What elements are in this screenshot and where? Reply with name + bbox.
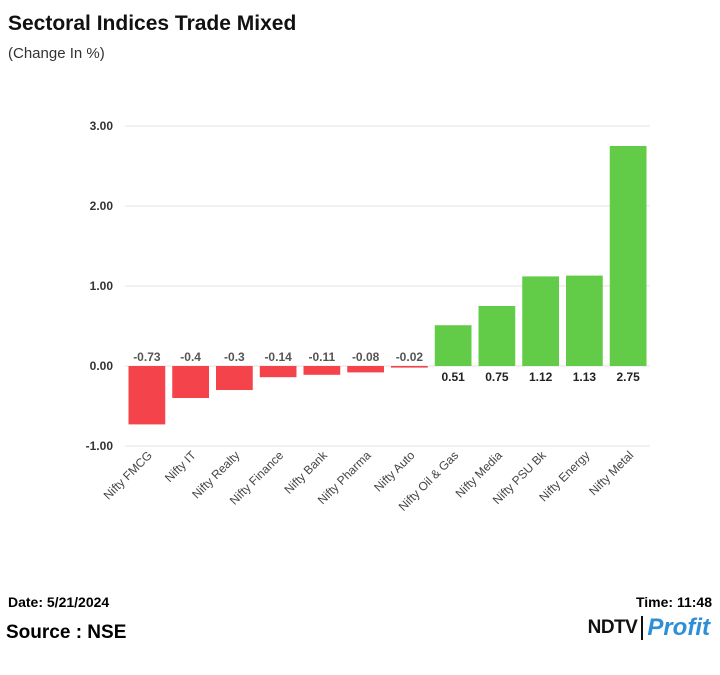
- x-tick-label: Nifty Metal: [586, 448, 636, 498]
- data-label: 0.75: [485, 370, 509, 384]
- bar: [566, 275, 603, 366]
- source-label: Source : NSE: [6, 622, 127, 643]
- y-tick-label: 1.00: [90, 279, 114, 293]
- bar: [434, 325, 472, 366]
- data-label: 1.12: [529, 370, 553, 384]
- bar: [128, 366, 166, 425]
- bar: [259, 366, 297, 378]
- data-label: -0.11: [309, 350, 336, 364]
- data-label: 1.13: [573, 370, 597, 384]
- data-label: -0.02: [396, 350, 424, 364]
- chart-subtitle: (Change In %): [8, 45, 105, 62]
- bar: [478, 306, 516, 366]
- logo-divider: [641, 616, 644, 640]
- y-tick-label: -1.00: [86, 439, 114, 453]
- data-label: -0.73: [133, 350, 161, 364]
- bar: [216, 366, 253, 390]
- data-label: 2.75: [616, 370, 640, 384]
- brand-logo: NDTV Profit: [588, 614, 710, 642]
- data-label: 0.51: [441, 370, 465, 384]
- x-tick-label: Nifty IT: [162, 448, 199, 485]
- bar: [391, 366, 428, 368]
- date-label: Date: 5/21/2024: [8, 594, 110, 610]
- bar: [303, 366, 341, 375]
- data-label: -0.14: [264, 350, 292, 364]
- bar: [347, 366, 384, 373]
- chart-title: Sectoral Indices Trade Mixed: [8, 12, 297, 35]
- bar: [609, 146, 647, 366]
- logo-ndtv-text: NDTV: [587, 617, 638, 638]
- data-label: -0.3: [224, 350, 245, 364]
- data-label: -0.08: [352, 350, 380, 364]
- bar: [172, 366, 209, 398]
- x-tick-label: Nifty FMCG: [101, 448, 155, 502]
- y-tick-label: 2.00: [90, 199, 114, 213]
- logo-profit-text: Profit: [647, 614, 710, 641]
- y-tick-label: 0.00: [90, 359, 114, 373]
- y-tick-label: 3.00: [90, 119, 114, 133]
- bar: [522, 276, 559, 366]
- data-label: -0.4: [180, 350, 201, 364]
- time-label: Time: 11:48: [635, 594, 712, 610]
- bar-chart: 3.00 2.00 1.00 0.00 -1.00 -0.73 Nifty FMCG -0.4…: [86, 119, 650, 514]
